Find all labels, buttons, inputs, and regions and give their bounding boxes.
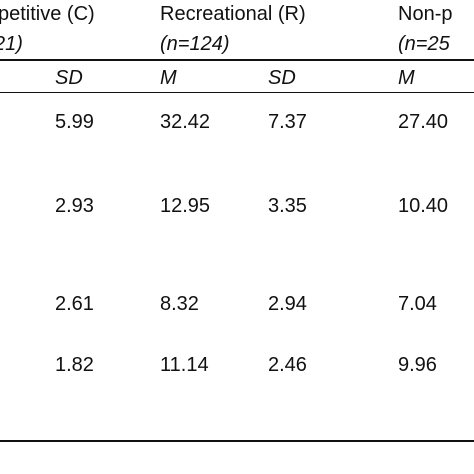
table-cell: 7.37 bbox=[268, 111, 307, 133]
table-cell: 1.82 bbox=[55, 354, 94, 376]
stat-header: SD bbox=[268, 67, 296, 89]
table-cell: 12.95 bbox=[160, 195, 211, 217]
table-cell: 32.42 bbox=[160, 111, 211, 133]
bottom-rule bbox=[0, 440, 474, 442]
group-header: Non-p bbox=[398, 3, 453, 25]
table-cell: 2.93 bbox=[55, 195, 94, 217]
top-rule bbox=[0, 59, 474, 61]
stat-header: M bbox=[398, 67, 415, 89]
group-size: (n=25 bbox=[398, 33, 450, 55]
table-cell: 7.04 bbox=[398, 293, 437, 315]
table-cell: 2.61 bbox=[55, 293, 94, 315]
group-header: Recreational (R) bbox=[160, 3, 306, 25]
group-size: (n=124) bbox=[160, 33, 230, 55]
table-cell: 11.14 bbox=[160, 354, 209, 376]
table-cell: 8.32 bbox=[160, 293, 199, 315]
header-rule bbox=[0, 92, 474, 93]
stat-header: M bbox=[160, 67, 177, 89]
stat-header: SD bbox=[55, 67, 83, 89]
table-cell: 5.99 bbox=[55, 111, 94, 133]
table-cell: 27.40 bbox=[398, 111, 449, 133]
table-cell: 10.40 bbox=[398, 195, 449, 217]
table-cell: 3.35 bbox=[268, 195, 307, 217]
group-size: 21) bbox=[0, 33, 23, 55]
table-cell: 2.94 bbox=[268, 293, 307, 315]
table-cell: 9.96 bbox=[398, 354, 437, 376]
table-cell: 2.46 bbox=[268, 354, 307, 376]
group-header: petitive (C) bbox=[0, 3, 95, 25]
